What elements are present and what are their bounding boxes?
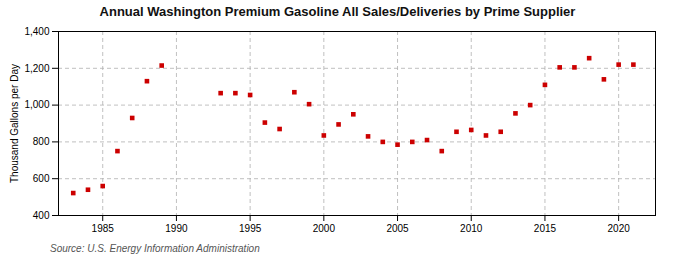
- svg-text:2010: 2010: [460, 223, 483, 234]
- svg-text:2020: 2020: [608, 223, 631, 234]
- svg-text:1,000: 1,000: [24, 99, 49, 110]
- svg-text:1990: 1990: [165, 223, 188, 234]
- svg-text:1995: 1995: [239, 223, 262, 234]
- svg-text:600: 600: [33, 173, 50, 184]
- svg-text:1,200: 1,200: [24, 63, 49, 74]
- svg-text:400: 400: [33, 210, 50, 221]
- svg-text:Thousand Gallons per Day: Thousand Gallons per Day: [9, 64, 20, 183]
- svg-text:1,400: 1,400: [24, 26, 49, 37]
- svg-text:2015: 2015: [534, 223, 557, 234]
- svg-text:1985: 1985: [92, 223, 115, 234]
- svg-text:2005: 2005: [386, 223, 409, 234]
- svg-text:2000: 2000: [313, 223, 336, 234]
- svg-text:800: 800: [33, 136, 50, 147]
- html-text:Annual Washington Premium Gaso: Annual Washington Premium Gasoline All S…: [99, 4, 576, 19]
- html-text:Source: U.S. Energy Informatio: Source: U.S. Energy Information Administ…: [50, 243, 260, 254]
